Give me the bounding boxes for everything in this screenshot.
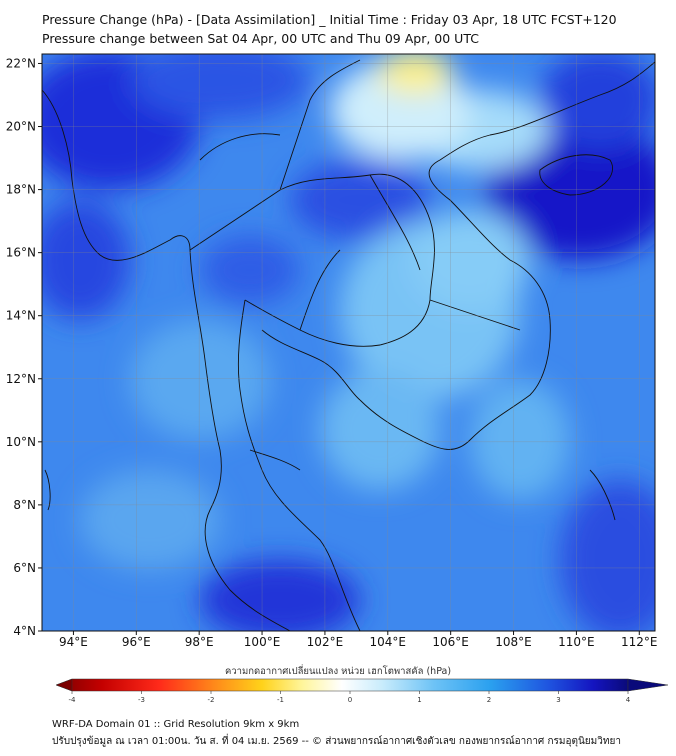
gridlines bbox=[42, 54, 655, 631]
pressure-change-map: 94°E 96°E 98°E 100°E 102°E 104°E 106°E 108°E 110… bbox=[6, 53, 658, 649]
latitude-axis: 22°N 20°N 18°N 16°N 14°N 12°N 10°N 8°N 6°N 4°N bbox=[6, 56, 42, 638]
plot-frame bbox=[41, 53, 656, 632]
longitude-tick-label: 96°E bbox=[122, 635, 151, 649]
latitude-tick-label: 12°N bbox=[6, 372, 36, 386]
longitude-axis: 94°E 96°E 98°E 100°E 102°E 104°E 106°E 108°E 110… bbox=[59, 631, 658, 649]
longitude-tick-label: 102°E bbox=[307, 635, 344, 649]
colorbar-label: ความกดอากาศเปลี่ยนแปลง หน่วย เฮกโตพาสคัล… bbox=[224, 666, 452, 677]
longitude-tick-label: 100°E bbox=[244, 635, 281, 649]
footer-update-info: ปรับปรุงข้อมูล ณ เวลา 01:00น. วัน ส. ที่… bbox=[52, 736, 621, 747]
latitude-tick-label: 18°N bbox=[6, 183, 36, 197]
latitude-tick-label: 22°N bbox=[6, 56, 36, 70]
latitude-tick-label: 14°N bbox=[6, 309, 36, 323]
latitude-tick-label: 20°N bbox=[6, 120, 36, 134]
map-title: Pressure Change (hPa) - [Data Assimilati… bbox=[42, 12, 617, 27]
latitude-tick-label: 16°N bbox=[6, 246, 36, 260]
latitude-tick-label: 10°N bbox=[6, 435, 36, 449]
longitude-tick-label: 94°E bbox=[59, 635, 88, 649]
pressure-field bbox=[42, 54, 655, 631]
footer-model-info: WRF-DA Domain 01 :: Grid Resolution 9km … bbox=[52, 719, 300, 730]
longitude-tick-label: 112°E bbox=[621, 635, 658, 649]
longitude-tick-label: 98°E bbox=[185, 635, 214, 649]
longitude-tick-label: 104°E bbox=[370, 635, 407, 649]
latitude-tick-label: 8°N bbox=[13, 498, 36, 512]
latitude-tick-label: 4°N bbox=[13, 624, 36, 638]
latitude-tick-label: 6°N bbox=[13, 561, 36, 575]
longitude-tick-label: 110°E bbox=[558, 635, 595, 649]
map-subtitle: Pressure change between Sat 04 Apr, 00 U… bbox=[42, 31, 479, 46]
longitude-tick-label: 108°E bbox=[495, 635, 532, 649]
longitude-tick-label: 106°E bbox=[432, 635, 469, 649]
